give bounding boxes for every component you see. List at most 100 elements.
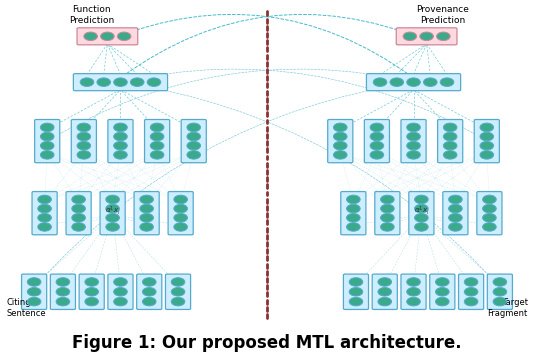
Circle shape [407,288,420,296]
Circle shape [72,222,85,231]
Circle shape [80,78,94,87]
Circle shape [140,222,153,231]
Circle shape [114,123,127,132]
Circle shape [333,151,347,159]
FancyBboxPatch shape [401,120,426,163]
Circle shape [147,78,161,87]
Circle shape [114,78,127,87]
Circle shape [174,195,187,204]
Circle shape [77,141,91,150]
Circle shape [480,123,493,132]
Circle shape [38,204,51,213]
Circle shape [114,151,127,159]
Circle shape [41,123,54,132]
Circle shape [38,222,51,231]
Circle shape [114,278,127,286]
Circle shape [414,204,428,213]
Circle shape [77,151,91,159]
Circle shape [480,132,493,141]
Circle shape [174,222,187,231]
Circle shape [150,123,164,132]
Circle shape [449,195,462,204]
Circle shape [106,214,120,222]
Circle shape [373,78,387,87]
Circle shape [493,278,507,286]
Circle shape [403,32,417,41]
Circle shape [187,141,201,150]
FancyBboxPatch shape [372,274,397,309]
Circle shape [381,195,394,204]
Circle shape [464,297,478,306]
Circle shape [449,214,462,222]
Circle shape [114,288,127,296]
Circle shape [370,141,384,150]
FancyBboxPatch shape [108,274,133,309]
Circle shape [106,195,120,204]
Circle shape [414,214,428,222]
Circle shape [370,123,384,132]
FancyBboxPatch shape [168,192,193,235]
Circle shape [41,132,54,141]
Circle shape [187,151,201,159]
FancyBboxPatch shape [21,274,46,309]
Circle shape [483,204,496,213]
Circle shape [347,204,360,213]
Circle shape [27,288,41,296]
FancyBboxPatch shape [364,120,389,163]
Circle shape [407,123,420,132]
Circle shape [38,214,51,222]
Circle shape [143,288,156,296]
FancyBboxPatch shape [477,192,502,235]
Circle shape [443,132,457,141]
Text: Function
Prediction: Function Prediction [69,5,114,25]
Circle shape [187,132,201,141]
FancyBboxPatch shape [35,120,60,163]
Circle shape [414,195,428,204]
Circle shape [480,151,493,159]
Circle shape [483,195,496,204]
Circle shape [41,141,54,150]
Circle shape [117,32,131,41]
FancyBboxPatch shape [108,120,133,163]
Circle shape [333,132,347,141]
Circle shape [171,288,185,296]
FancyBboxPatch shape [375,192,400,235]
Circle shape [56,288,70,296]
Circle shape [106,204,120,213]
FancyBboxPatch shape [145,120,170,163]
Circle shape [443,141,457,150]
Circle shape [56,278,70,286]
FancyBboxPatch shape [488,274,513,309]
Circle shape [420,32,434,41]
Circle shape [187,123,201,132]
FancyBboxPatch shape [328,120,353,163]
Circle shape [407,297,420,306]
FancyBboxPatch shape [100,192,125,235]
FancyBboxPatch shape [341,192,366,235]
Text: Provenance
Prediction: Provenance Prediction [416,5,469,25]
Circle shape [407,151,420,159]
Circle shape [84,32,97,41]
Circle shape [437,32,450,41]
Circle shape [436,297,449,306]
Circle shape [414,222,428,231]
Circle shape [347,214,360,222]
Circle shape [97,78,111,87]
FancyBboxPatch shape [437,120,463,163]
FancyBboxPatch shape [71,120,97,163]
Circle shape [114,132,127,141]
Circle shape [381,204,394,213]
FancyBboxPatch shape [459,274,484,309]
Circle shape [106,222,120,231]
Circle shape [56,297,70,306]
FancyBboxPatch shape [134,192,159,235]
Text: Target
Fragment: Target Fragment [488,298,528,318]
Circle shape [333,141,347,150]
Circle shape [72,195,85,204]
Circle shape [378,288,391,296]
Circle shape [143,278,156,286]
Circle shape [27,278,41,286]
Circle shape [140,195,153,204]
Circle shape [440,78,454,87]
Circle shape [171,297,185,306]
